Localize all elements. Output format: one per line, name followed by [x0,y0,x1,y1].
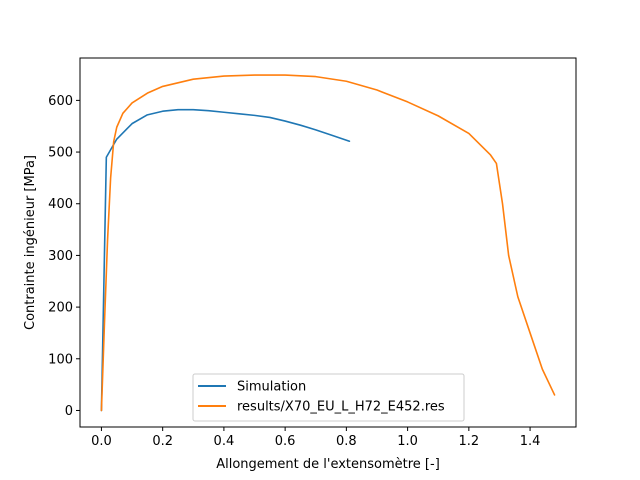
x-tick-label: 0.4 [214,434,235,449]
x-tick-label: 0.8 [336,434,357,449]
legend-label-simulation: Simulation [237,380,306,395]
y-tick-label: 500 [48,146,73,161]
y-axis-ticks: 0 100 200 300 400 500 600 [48,94,80,419]
x-tick-label: 1.2 [458,434,479,449]
legend-frame [192,373,465,422]
x-tick-label: 1.4 [520,434,541,449]
y-tick-label: 100 [48,352,73,367]
series-line-results [100,74,556,412]
y-tick-label: 0 [65,404,73,419]
x-tick-label: 0.6 [275,434,296,449]
x-axis-label: Allongement de l'extensomètre [-] [216,457,440,472]
series-line-simulation [100,108,351,412]
axes-frame [79,57,577,428]
plot-lines [100,74,556,412]
y-tick-label: 200 [48,301,73,316]
x-axis-ticks: 0.0 0.2 0.4 0.6 0.8 1.0 1.2 1.4 [91,427,540,449]
x-tick-label: 0.0 [91,434,112,449]
y-tick-label: 300 [48,249,73,264]
y-axis-label: Contrainte ingénieur [MPa] [23,155,38,330]
y-tick-label: 600 [48,94,73,109]
legend: Simulation results/X70_EU_L_H72_E452.res [192,373,465,422]
legend-label-results: results/X70_EU_L_H72_E452.res [237,400,445,415]
y-tick-label: 400 [48,197,73,212]
x-tick-label: 1.0 [397,434,418,449]
x-tick-label: 0.2 [152,434,173,449]
